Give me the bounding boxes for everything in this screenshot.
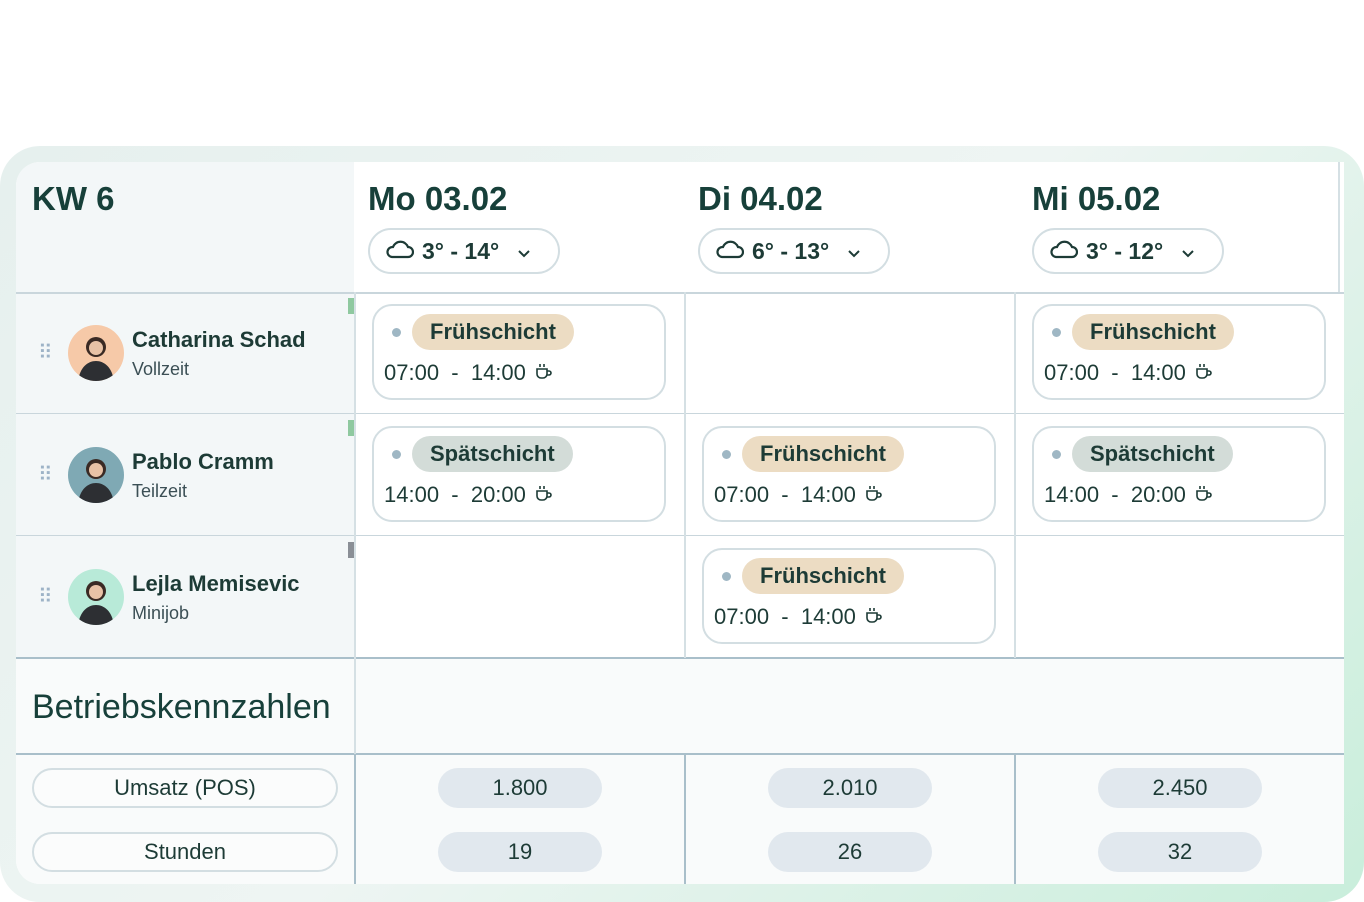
break-coffee-icon	[864, 604, 882, 630]
employee-row[interactable]: ⠿ Lejla Memisevic Minijob	[16, 537, 354, 657]
divider	[1014, 754, 1016, 884]
divider	[684, 292, 686, 658]
weather-range: 6° - 13°	[752, 237, 830, 264]
divider	[354, 754, 356, 884]
avatar	[68, 325, 124, 381]
break-coffee-icon	[534, 482, 552, 508]
divider	[1338, 162, 1340, 292]
status-dot	[722, 450, 731, 459]
status-dot	[1052, 328, 1061, 337]
weather-range: 3° - 14°	[422, 237, 500, 264]
shift-time: 07:00 - 14:00	[1044, 360, 1186, 385]
divider	[16, 535, 1344, 536]
weather-range: 3° - 12°	[1086, 237, 1164, 264]
shift-card[interactable]: Frühschicht 07:00 - 14:00	[372, 304, 666, 400]
day-header: Mo 03.02	[368, 180, 508, 217]
employment-type: Vollzeit	[132, 358, 190, 379]
shift-card[interactable]: Spätschicht 14:00 - 20:00	[1032, 426, 1326, 522]
shift-time: 14:00 - 20:00	[384, 482, 526, 507]
person-icon	[78, 337, 114, 381]
metric-value: 1.800	[438, 768, 602, 808]
chevron-down-icon	[847, 238, 861, 265]
status-dot	[722, 572, 731, 581]
drag-handle-icon[interactable]: ⠿	[38, 586, 53, 608]
shift-type-badge: Frühschicht	[742, 436, 904, 472]
divider	[1014, 292, 1016, 658]
left-column	[16, 162, 354, 658]
shift-time: 07:00 - 14:00	[714, 604, 856, 629]
shift-card[interactable]: Frühschicht 07:00 - 14:00	[702, 426, 996, 522]
weather-dropdown[interactable]: 3° - 12°	[1032, 228, 1224, 274]
employee-row[interactable]: ⠿ Pablo Cramm Teilzeit	[16, 415, 354, 535]
week-label: KW 6	[32, 180, 115, 217]
shift-time: 07:00 - 14:00	[714, 482, 856, 507]
cloud-icon	[386, 238, 415, 265]
status-dot	[392, 450, 401, 459]
weather-dropdown[interactable]: 3° - 14°	[368, 228, 560, 274]
schedule-card: KW 6 Mo 03.02 3° - 14° Di 04.02 6° - 13°…	[16, 162, 1344, 884]
chevron-down-icon	[1181, 238, 1195, 265]
shift-card[interactable]: Spätschicht 14:00 - 20:00	[372, 426, 666, 522]
day-header: Mi 05.02	[1032, 180, 1161, 217]
status-dot	[392, 328, 401, 337]
shift-card[interactable]: Frühschicht 07:00 - 14:00	[702, 548, 996, 644]
status-marker	[348, 298, 354, 314]
shift-type-badge: Frühschicht	[412, 314, 574, 350]
avatar	[68, 569, 124, 625]
divider	[354, 292, 356, 884]
shift-type-badge: Spätschicht	[412, 436, 573, 472]
shift-type-badge: Spätschicht	[1072, 436, 1233, 472]
metric-value: 2.450	[1098, 768, 1262, 808]
day-header: Di 04.02	[698, 180, 823, 217]
employee-row[interactable]: ⠿ Catharina Schad Vollzeit	[16, 293, 354, 413]
status-marker	[348, 420, 354, 436]
shift-type-badge: Frühschicht	[742, 558, 904, 594]
employee-name: Lejla Memisevic	[132, 570, 300, 596]
metric-value: 32	[1098, 832, 1262, 872]
shift-type-badge: Frühschicht	[1072, 314, 1234, 350]
cloud-icon	[1050, 238, 1079, 265]
metric-value: 19	[438, 832, 602, 872]
break-coffee-icon	[864, 482, 882, 508]
metric-label[interactable]: Stunden	[32, 832, 338, 872]
divider	[16, 657, 1344, 659]
divider	[16, 292, 1344, 294]
break-coffee-icon	[534, 360, 552, 386]
status-dot	[1052, 450, 1061, 459]
employment-type: Minijob	[132, 602, 190, 623]
employee-name: Pablo Cramm	[132, 448, 274, 474]
metric-value: 26	[768, 832, 932, 872]
employee-name: Catharina Schad	[132, 326, 306, 352]
drag-handle-icon[interactable]: ⠿	[38, 342, 53, 364]
metric-label[interactable]: Umsatz (POS)	[32, 768, 338, 808]
person-icon	[78, 581, 114, 625]
divider	[684, 754, 686, 884]
shift-card[interactable]: Frühschicht 07:00 - 14:00	[1032, 304, 1326, 400]
break-coffee-icon	[1194, 482, 1212, 508]
status-marker	[348, 542, 354, 558]
chevron-down-icon	[517, 238, 531, 265]
divider	[16, 753, 1344, 755]
metric-value: 2.010	[768, 768, 932, 808]
break-coffee-icon	[1194, 360, 1212, 386]
divider	[16, 413, 1344, 414]
shift-time: 07:00 - 14:00	[384, 360, 526, 385]
drag-handle-icon[interactable]: ⠿	[38, 464, 53, 486]
metrics-title: Betriebskennzahlen	[32, 688, 331, 726]
cloud-icon	[716, 238, 745, 265]
weather-dropdown[interactable]: 6° - 13°	[698, 228, 890, 274]
avatar	[68, 447, 124, 503]
shift-time: 14:00 - 20:00	[1044, 482, 1186, 507]
employment-type: Teilzeit	[132, 480, 188, 501]
person-icon	[78, 459, 114, 503]
